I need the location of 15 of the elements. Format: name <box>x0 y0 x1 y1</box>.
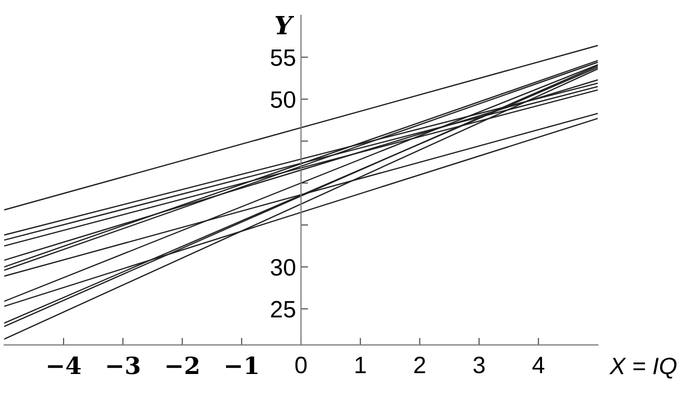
x-tick-label: −3 <box>107 356 140 374</box>
x-tick-label: 1 <box>356 356 366 374</box>
x-tick-label: 4 <box>532 356 544 374</box>
x-tick-label: −4 <box>48 356 81 374</box>
y-tick-label: 55 <box>270 50 296 66</box>
y-tick-label: 25 <box>271 300 296 318</box>
x-tick-label: −2 <box>166 356 198 374</box>
x-axis-title: X = IQ <box>609 358 676 379</box>
x-tick-label: −1 <box>226 356 258 374</box>
x-tick-label: 0 <box>295 356 307 374</box>
y-axis-title: Y <box>276 16 294 34</box>
x-tick-label: 3 <box>473 356 485 374</box>
x-tick-label: 2 <box>414 356 426 374</box>
y-tick-label: 50 <box>270 91 296 108</box>
y-tick-label: 30 <box>270 258 296 276</box>
